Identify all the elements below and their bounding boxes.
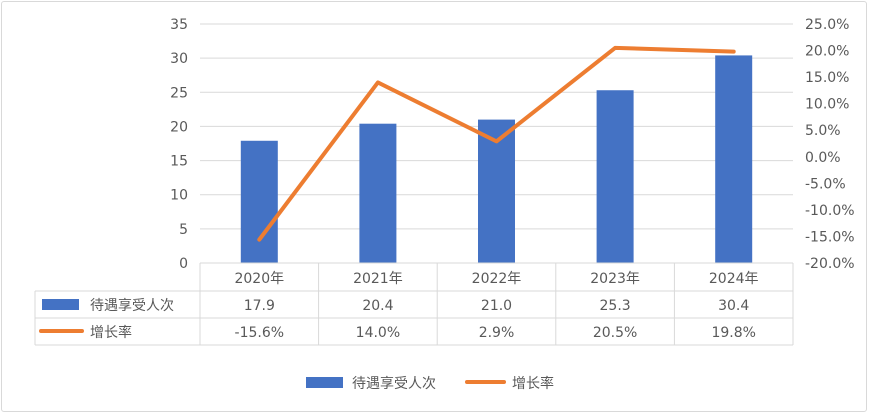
- bar-2023年: [596, 90, 634, 263]
- bar-2022年: [478, 119, 515, 263]
- left-axis-tick: 25: [170, 85, 188, 101]
- category-label: 2020年: [234, 271, 284, 287]
- growth-value-label: -15.6%: [235, 325, 285, 341]
- right-axis-tick: 25.0%: [805, 17, 849, 33]
- right-axis-tick: -10.0%: [805, 203, 855, 219]
- category-label: 2021年: [353, 271, 403, 287]
- right-axis-tick: -15.0%: [805, 229, 855, 245]
- left-axis-tick: 0: [179, 256, 188, 272]
- bar-value-label: 30.4: [718, 298, 749, 314]
- table-series-name: 增长率: [90, 324, 132, 341]
- right-axis-tick: 10.0%: [805, 97, 849, 113]
- bar-2020年: [240, 140, 278, 263]
- bar-value-label: 21.0: [481, 298, 512, 314]
- left-axis-tick: 35: [170, 17, 188, 33]
- growth-value-label: 20.5%: [593, 325, 637, 341]
- growth-value-label: 19.8%: [711, 325, 755, 341]
- growth-value-label: 14.0%: [356, 325, 400, 341]
- legend-label: 待遇享受人次: [352, 375, 436, 392]
- left-axis-tick: 5: [179, 222, 188, 238]
- category-label: 2023年: [590, 271, 640, 287]
- left-axis-tick: 15: [170, 154, 188, 170]
- right-axis-tick: 20.0%: [805, 44, 849, 60]
- left-axis-tick: 10: [170, 188, 188, 204]
- right-axis-tick: -20.0%: [805, 256, 855, 272]
- legend-label: 增长率: [512, 375, 554, 392]
- bar-2024年: [715, 55, 753, 263]
- right-axis-tick: 15.0%: [805, 70, 849, 86]
- bar-value-label: 17.9: [244, 298, 275, 314]
- left-axis-tick: 30: [170, 51, 188, 67]
- table-series-name: 待遇享受人次: [90, 297, 174, 314]
- right-axis-tick: 5.0%: [805, 123, 841, 139]
- bar-2021年: [359, 123, 397, 263]
- legend-bar-icon: [306, 377, 343, 388]
- category-label: 2022年: [472, 271, 522, 287]
- table-legend-bar-icon: [42, 299, 79, 310]
- right-axis-tick: -5.0%: [805, 176, 846, 192]
- right-axis-tick: 0.0%: [805, 150, 841, 166]
- bar-value-label: 20.4: [362, 298, 393, 314]
- category-label: 2024年: [709, 271, 759, 287]
- bar-value-label: 25.3: [600, 298, 631, 314]
- growth-value-label: 2.9%: [479, 325, 515, 341]
- left-axis-tick: 20: [170, 119, 188, 135]
